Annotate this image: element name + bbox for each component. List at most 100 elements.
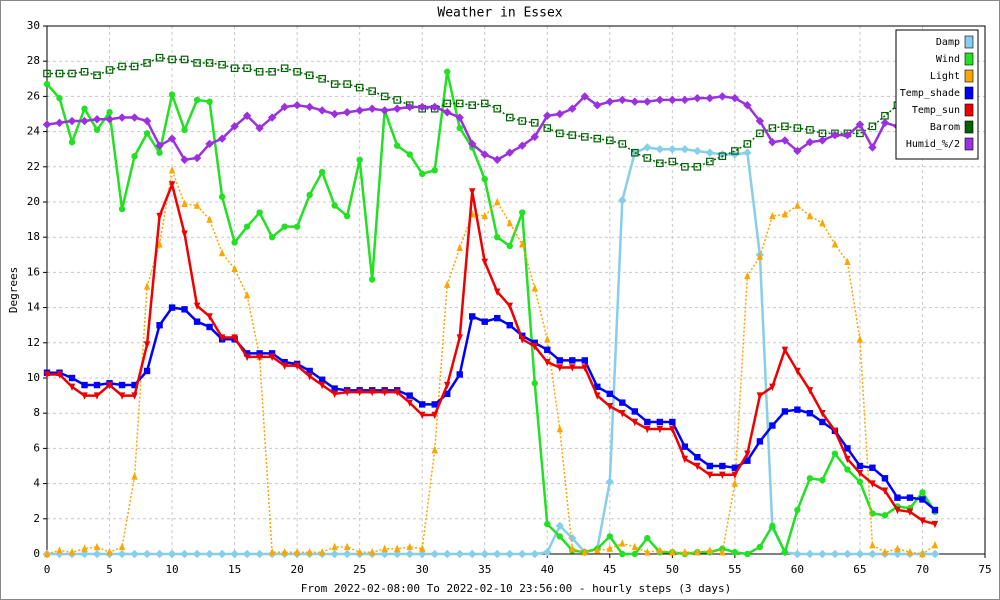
point (205, 59, 214, 67)
point (881, 548, 889, 556)
point (755, 116, 765, 126)
point (256, 353, 263, 362)
point (131, 472, 138, 480)
legend-swatch (964, 35, 974, 49)
point (619, 410, 626, 418)
y-tick-label: 8 (33, 406, 40, 419)
point (317, 106, 327, 115)
point (242, 111, 252, 120)
point (455, 113, 464, 122)
point (43, 371, 51, 379)
point (655, 95, 665, 105)
point (281, 362, 288, 370)
x-tick-label: 30 (416, 563, 429, 576)
point (330, 109, 339, 119)
point (68, 138, 76, 146)
legend-box (895, 29, 979, 160)
point (343, 80, 351, 88)
point (494, 314, 501, 322)
point (706, 471, 714, 479)
point (444, 390, 451, 398)
point (856, 478, 864, 486)
point (594, 392, 601, 400)
point (756, 392, 764, 400)
point (831, 240, 839, 248)
point (281, 223, 288, 230)
point (919, 517, 926, 525)
point (805, 549, 815, 559)
legend-label: Wind (936, 54, 960, 65)
point (43, 69, 51, 78)
point (544, 520, 551, 528)
point (506, 242, 513, 250)
point (505, 148, 514, 157)
y-tick-label: 12 (27, 336, 40, 349)
point (43, 80, 51, 88)
point (643, 97, 652, 106)
point (392, 104, 402, 113)
point (306, 548, 313, 556)
point (530, 549, 539, 559)
series-line (46, 167, 936, 555)
point (130, 113, 139, 122)
point (518, 549, 527, 559)
point (681, 548, 689, 556)
point (581, 548, 588, 556)
point (856, 469, 864, 478)
point (393, 388, 401, 397)
point (843, 549, 852, 559)
point (456, 371, 463, 378)
point (106, 548, 113, 556)
point (268, 350, 276, 357)
point (443, 99, 452, 108)
x-axis-label: From 2022-02-08:00 To 2022-02-10 23:56:0… (301, 582, 731, 595)
x-tick-label: 20 (291, 563, 304, 576)
point (519, 336, 526, 344)
point (556, 533, 563, 540)
point (206, 215, 213, 223)
point (906, 494, 914, 501)
point (793, 124, 802, 132)
point (681, 443, 689, 450)
point (894, 494, 901, 501)
point (481, 258, 488, 267)
point (830, 130, 840, 140)
point (530, 118, 539, 127)
point (731, 464, 739, 471)
point (306, 191, 313, 199)
point (606, 533, 613, 540)
point (305, 102, 314, 112)
point (156, 240, 163, 248)
point (117, 549, 127, 559)
point (718, 150, 727, 159)
point (519, 209, 526, 216)
y-tick-label: 26 (27, 89, 40, 102)
point (544, 346, 551, 354)
x-tick-label: 15 (228, 563, 241, 576)
point (192, 549, 202, 559)
point (93, 542, 101, 551)
point (367, 104, 377, 113)
point (368, 276, 376, 283)
point (669, 425, 676, 434)
point (806, 475, 814, 482)
legend-label: Damp (936, 37, 960, 48)
point (193, 302, 201, 311)
point (743, 148, 752, 157)
point (142, 549, 152, 559)
point (693, 146, 702, 156)
y-tick-label: 4 (33, 477, 40, 490)
point (494, 288, 501, 296)
point (881, 475, 889, 482)
y-tick-label: 2 (33, 512, 40, 525)
point (218, 193, 226, 200)
legend-swatch (964, 69, 974, 83)
point (181, 199, 188, 207)
point (780, 136, 790, 145)
point (644, 425, 651, 434)
point (106, 109, 113, 116)
point (468, 101, 477, 110)
point (868, 122, 877, 131)
point (818, 549, 827, 559)
point (719, 548, 726, 556)
